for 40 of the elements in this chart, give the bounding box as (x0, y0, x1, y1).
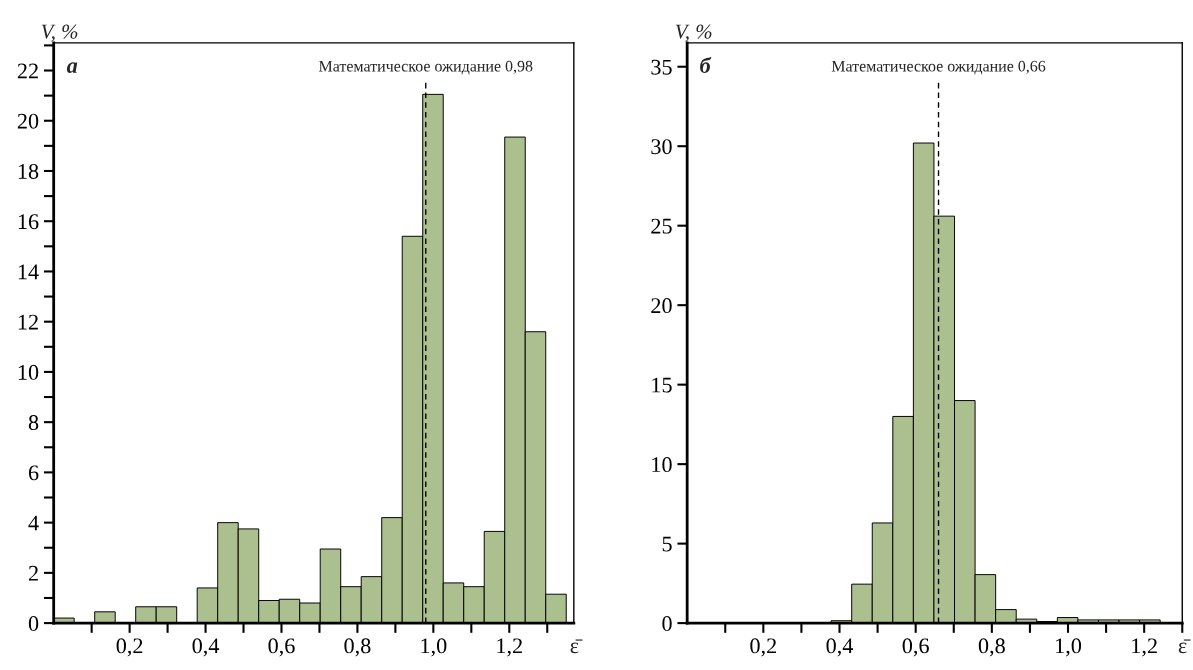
y-tick-label: 35 (651, 59, 672, 75)
x-tick-label: 0,6 (902, 638, 929, 657)
y-tick-label: 14 (18, 264, 39, 280)
x-tick-label: 0,2 (750, 638, 776, 657)
y-tick-label: 4 (28, 515, 39, 531)
y-tick-label: 18 (18, 163, 39, 179)
x-tick-label: 0,4 (826, 638, 854, 657)
y-tick-label: 15 (652, 377, 672, 393)
x-tick-label: 1,0 (1056, 638, 1082, 657)
x-tick-label: 1,0 (421, 638, 447, 657)
y-tick-label: 0 (662, 616, 672, 632)
x-tick-label: 0,6 (268, 638, 295, 657)
x-tick-label: 0,8 (978, 638, 1005, 657)
y-tick-label: 10 (18, 364, 39, 380)
y-tick-label: 6 (28, 465, 39, 481)
y-tick-label: 30 (651, 139, 672, 155)
x-axis-title: ε̄ (1178, 639, 1191, 654)
x-tick-label: 1,2 (497, 638, 522, 657)
y-tick-label: 8 (28, 415, 39, 431)
x-tick-label: 0,4 (192, 638, 220, 657)
annotation: б (700, 56, 712, 74)
x-axis-title: ε̄ (570, 639, 583, 654)
x-tick-label: 0,8 (344, 638, 371, 657)
y-tick-label: 2 (28, 565, 38, 581)
y-tick-label: 20 (651, 298, 672, 314)
y-tick-label: 5 (662, 536, 672, 552)
y-axis-title: V, % (41, 24, 78, 42)
y-tick-label: 0 (28, 616, 39, 632)
ref-line-label: Математическое ожидание 0,98 (318, 60, 533, 75)
ref-line-label: Математическое ожидание 0,66 (831, 60, 1046, 75)
y-axis-title: V, % (675, 24, 712, 42)
y-tick-label: 10 (652, 457, 672, 473)
y-tick-label: 16 (18, 214, 39, 230)
y-tick-label: 12 (18, 314, 38, 330)
x-tick-label: 0,2 (116, 638, 143, 657)
annotation: а (66, 62, 78, 74)
x-tick-label: 1,2 (1132, 638, 1157, 657)
y-tick-label: 20 (17, 113, 39, 129)
y-tick-label: 22 (17, 63, 38, 79)
y-tick-label: 25 (651, 218, 672, 234)
